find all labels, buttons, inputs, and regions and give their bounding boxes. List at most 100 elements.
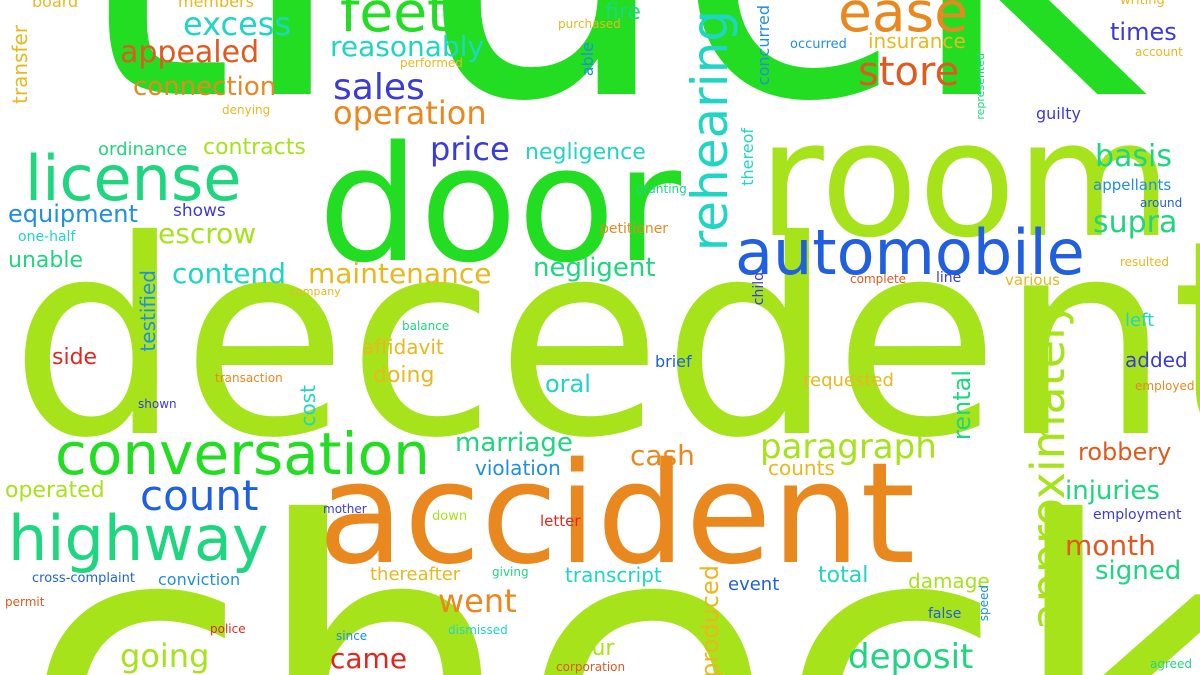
word: contracts (203, 135, 306, 160)
word: affidavit (362, 335, 444, 359)
word: transfer (8, 25, 32, 104)
word: your (565, 636, 615, 661)
word: employment (1093, 507, 1182, 523)
word: times (1110, 18, 1177, 46)
word: room (758, 86, 1172, 273)
word: operation (333, 94, 487, 132)
word: going (120, 637, 210, 675)
word: ease (838, 0, 969, 44)
word: rental (948, 370, 976, 441)
word: child (751, 272, 767, 306)
word: damage (908, 569, 990, 593)
word: doing (373, 363, 435, 388)
word: paragraph (760, 427, 937, 467)
word: accident (318, 433, 916, 596)
word: approximately (1021, 300, 1075, 631)
word: speed (977, 585, 991, 622)
word: marriage (455, 428, 573, 458)
word: agreed (1150, 657, 1193, 671)
word: connection (133, 72, 277, 102)
word: permit (5, 595, 45, 609)
word: granting (636, 182, 687, 196)
word: violation (475, 456, 561, 480)
word: down (432, 509, 468, 524)
word: board (32, 0, 79, 11)
word: represented (974, 53, 987, 120)
word: concurred (754, 5, 773, 86)
word: around (1140, 196, 1183, 210)
word: petitioner (600, 221, 669, 237)
word: cost (296, 385, 320, 427)
word: side (52, 345, 98, 370)
word: month (1065, 529, 1156, 562)
word: insurance (868, 29, 966, 53)
word: members (178, 0, 254, 11)
word: cross-complaint (32, 571, 135, 586)
word: thereafter (370, 564, 461, 585)
word: deposit (848, 637, 974, 675)
word: appellants (1093, 176, 1172, 194)
word: fire (605, 0, 641, 25)
word: equipment (8, 200, 138, 228)
word: basis (1095, 139, 1173, 174)
word: police (210, 622, 246, 636)
word: giving (492, 565, 529, 579)
word: account (1135, 45, 1183, 59)
word: one-half (18, 229, 76, 245)
word: transcript (565, 563, 662, 587)
word: since (336, 629, 368, 643)
word: contend (172, 257, 286, 290)
word: negligent (533, 253, 656, 283)
word: conversation (55, 420, 430, 488)
word: appealed (120, 35, 260, 70)
word: occurred (790, 37, 847, 52)
word: performed (400, 56, 463, 70)
word: excess (183, 5, 292, 43)
word: transaction (215, 371, 283, 385)
word: able (578, 42, 597, 77)
word: robbery (1078, 438, 1172, 466)
word: denying (222, 103, 271, 117)
word: letter (540, 512, 581, 530)
word: cash (630, 439, 695, 472)
word: count (140, 471, 259, 520)
word: left (1125, 310, 1155, 331)
word: decedent (10, 182, 1200, 497)
word: negligence (525, 140, 646, 165)
word: rehearing (681, 10, 739, 252)
word: license (25, 142, 242, 215)
word: supra (1093, 205, 1178, 240)
word: shown (138, 397, 177, 411)
word: sales (333, 67, 425, 108)
word: conviction (158, 570, 241, 589)
word: shows (173, 201, 226, 221)
word: event (728, 574, 780, 595)
word: line (936, 270, 962, 286)
word: counts (768, 456, 835, 480)
word: highway (8, 502, 269, 575)
word: brief (655, 352, 692, 371)
word: company (290, 285, 341, 298)
word: requested (803, 370, 894, 391)
word: resulted (1120, 255, 1169, 269)
word: various (1005, 271, 1060, 289)
word: thereof (738, 128, 757, 186)
word: truck (70, 0, 1148, 160)
word: mother (323, 502, 367, 516)
word: unable (8, 248, 83, 273)
word: purchased (558, 17, 621, 31)
word: employed (1135, 379, 1195, 393)
word: store (858, 49, 960, 95)
word: door (318, 111, 682, 298)
word: dismissed (448, 623, 508, 637)
word: oral (545, 370, 591, 398)
word: added (1125, 348, 1188, 372)
word: guilty (1036, 104, 1081, 123)
word: signed (1095, 556, 1182, 586)
word: went (438, 582, 517, 620)
word: produced (696, 565, 724, 675)
word: false (928, 606, 962, 622)
word: complete (850, 272, 907, 286)
word: balance (402, 319, 450, 333)
